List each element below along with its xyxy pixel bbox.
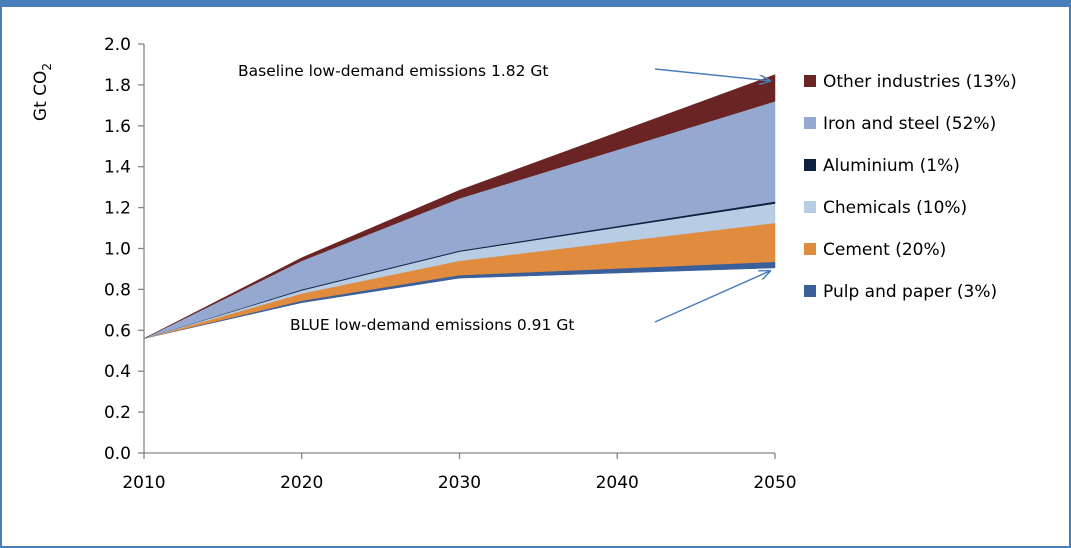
x-tick-label: 2050 xyxy=(753,473,796,493)
annotation-baseline-arrow xyxy=(654,68,770,81)
annotations: Baseline low-demand emissions 1.82 Gt BLU… xyxy=(238,62,770,334)
y-tick-label: 1.6 xyxy=(104,117,131,137)
legend-swatch-other-industries xyxy=(804,75,816,87)
y-tick-label: 0.8 xyxy=(104,280,131,300)
y-tick-label: 0.0 xyxy=(104,444,131,464)
y-axis-label-subscript: 2 xyxy=(40,63,54,71)
y-tick-label: 0.4 xyxy=(104,362,131,382)
legend-swatch-cement xyxy=(804,243,816,255)
y-tick-label: 1.2 xyxy=(104,199,131,219)
axes-group xyxy=(138,43,776,459)
legend-swatch-aluminium xyxy=(804,159,816,171)
y-tick-label: 0.2 xyxy=(104,403,131,423)
annotation-blue: BLUE low-demand emissions 0.91 Gt xyxy=(290,316,574,334)
x-tick-label: 2010 xyxy=(122,473,165,493)
annotation-blue-arrow xyxy=(654,271,770,323)
legend-label-cement: Cement (20%) xyxy=(823,240,946,260)
y-axis-label: Gt CO2 xyxy=(31,63,54,121)
legend-label-chemicals: Chemicals (10%) xyxy=(823,198,967,218)
y-tick-label: 1.0 xyxy=(104,240,131,260)
x-tick-label: 2040 xyxy=(596,473,639,493)
legend-label-pulp-and-paper: Pulp and paper (3%) xyxy=(823,282,997,302)
x-tick-labels: 2010 2020 2030 2040 2050 xyxy=(122,473,796,493)
legend-swatch-chemicals xyxy=(804,201,816,213)
annotation-baseline: Baseline low-demand emissions 1.82 Gt xyxy=(238,62,549,80)
legend-swatch-iron-and-steel xyxy=(804,117,816,129)
legend-label-iron-and-steel: Iron and steel (52%) xyxy=(823,114,996,134)
legend-label-other-industries: Other industries (13%) xyxy=(823,72,1017,92)
area-series-group xyxy=(143,74,776,339)
y-axis-label-main: Gt CO xyxy=(31,71,51,122)
y-tick-label: 1.8 xyxy=(104,76,131,96)
y-tick-label: 0.6 xyxy=(104,321,131,341)
x-tick-label: 2020 xyxy=(280,473,323,493)
legend-swatch-pulp-and-paper xyxy=(804,285,816,297)
y-tick-label: 2.0 xyxy=(104,35,131,55)
y-tick-label: 1.4 xyxy=(104,158,131,178)
legend-label-aluminium: Aluminium (1%) xyxy=(823,156,960,176)
y-tick-labels: 0.0 0.2 0.4 0.6 0.8 1.0 1.2 1.4 1.6 1.8 2.0 xyxy=(104,35,131,464)
legend: Other industries (13%) Iron and steel (52… xyxy=(804,72,1017,302)
x-tick-label: 2030 xyxy=(438,473,481,493)
area-other-industries xyxy=(143,74,776,339)
